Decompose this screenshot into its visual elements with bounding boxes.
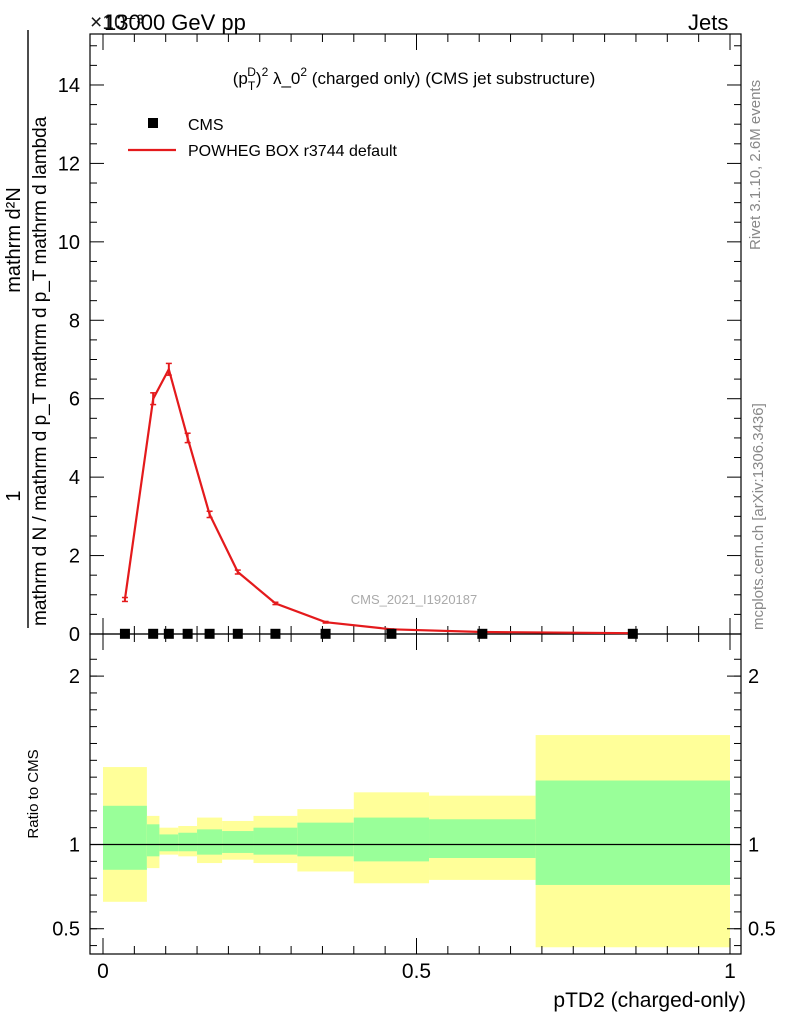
xlabel: pTD2 (charged-only)	[553, 989, 746, 1012]
ratio-band-inner-2	[159, 834, 179, 852]
cms-point-8	[386, 628, 397, 639]
cms-point-7	[320, 628, 331, 639]
ratio-ylabel: Ratio to CMS	[25, 749, 42, 838]
legend-cms-label: CMS	[188, 117, 224, 134]
ratio-bands	[90, 735, 741, 948]
main-ytick-label-5: 10	[58, 232, 80, 254]
cms-point-3	[182, 628, 193, 639]
main-series	[119, 362, 638, 639]
main-ticks: 0 2 4 6 8 10 12 14	[58, 45, 741, 646]
xtick-label-2: 1	[724, 960, 736, 983]
ratio-band-inner-5	[222, 831, 254, 853]
ratio-ytick-label-2: 2	[69, 666, 80, 688]
cms-point-9	[477, 628, 488, 639]
ratio-band-inner-0	[103, 805, 147, 870]
main-ytick-label-3: 6	[69, 389, 80, 411]
header-right-title: Jets	[688, 10, 729, 35]
main-ylabel-numerator-right: mathrm d²N	[3, 187, 25, 293]
mcplots-label: mcplots.cern.ch [arXiv:1306.3436]	[750, 403, 767, 630]
ratio-ytick-label-right-2: 2	[748, 666, 759, 688]
cms-point-6	[270, 628, 281, 639]
main-ytick-label-1: 2	[69, 546, 80, 568]
cms-point-2	[163, 628, 174, 639]
ratio-band-inner-8	[353, 817, 430, 862]
main-ytick-label-0: 0	[69, 624, 80, 646]
xtick-label-1: 0.5	[402, 960, 431, 983]
legend-cms-marker	[148, 118, 158, 128]
legend-powheg-label: POWHEG BOX r3744 default	[188, 143, 398, 160]
ratio-band-inner-1	[146, 824, 160, 857]
main-ytick-label-6: 12	[58, 153, 80, 175]
watermark: CMS_2021_I1920187	[351, 592, 478, 607]
main-ylabel-numerator: 1	[3, 490, 25, 501]
ratio-ytick-label-right-1: 1	[748, 835, 759, 857]
ratio-ticks: 0.5 0.51 12 20 0.5 1	[52, 34, 776, 983]
cms-point-4	[204, 628, 215, 639]
cms-point-5	[232, 628, 243, 639]
legend: CMS POWHEG BOX r3744 default	[128, 117, 398, 160]
main-ylabel: 1 mathrm d N / mathrm d p_T mathrm d p_T…	[3, 30, 51, 628]
ratio-band-inner-9	[429, 819, 536, 858]
cms-point-1	[148, 628, 159, 639]
ratio-ytick-label-0: 0.5	[52, 919, 80, 941]
ratio-ytick-label-1: 1	[69, 835, 80, 857]
cms-point-0	[119, 628, 130, 639]
chart-title: (pTD)2 λ_02 (charged only) (CMS jet subs…	[233, 65, 595, 93]
ratio-band-inner-3	[178, 832, 198, 852]
xtick-label-0: 0	[97, 960, 109, 983]
ratio-band-inner-6	[253, 827, 298, 855]
ratio-ytick-label-right-0: 0.5	[748, 919, 776, 941]
exponent-label: ×10⁻³	[90, 11, 144, 34]
rivet-label: Rivet 3.1.10, 2.6M events	[747, 80, 764, 250]
main-ytick-label-2: 4	[69, 467, 80, 489]
ratio-band-inner-10	[535, 780, 730, 885]
main-ytick-label-4: 8	[69, 310, 80, 332]
ratio-band-inner-4	[197, 829, 223, 855]
cms-point-10	[627, 628, 638, 639]
main-ylabel-denominator: mathrm d N / mathrm d p_T mathrm d p_T m…	[30, 116, 51, 626]
header-left-title: 13000 GeV pp	[104, 10, 246, 35]
main-ytick-label-7: 14	[58, 75, 80, 97]
ratio-band-inner-7	[297, 822, 354, 857]
